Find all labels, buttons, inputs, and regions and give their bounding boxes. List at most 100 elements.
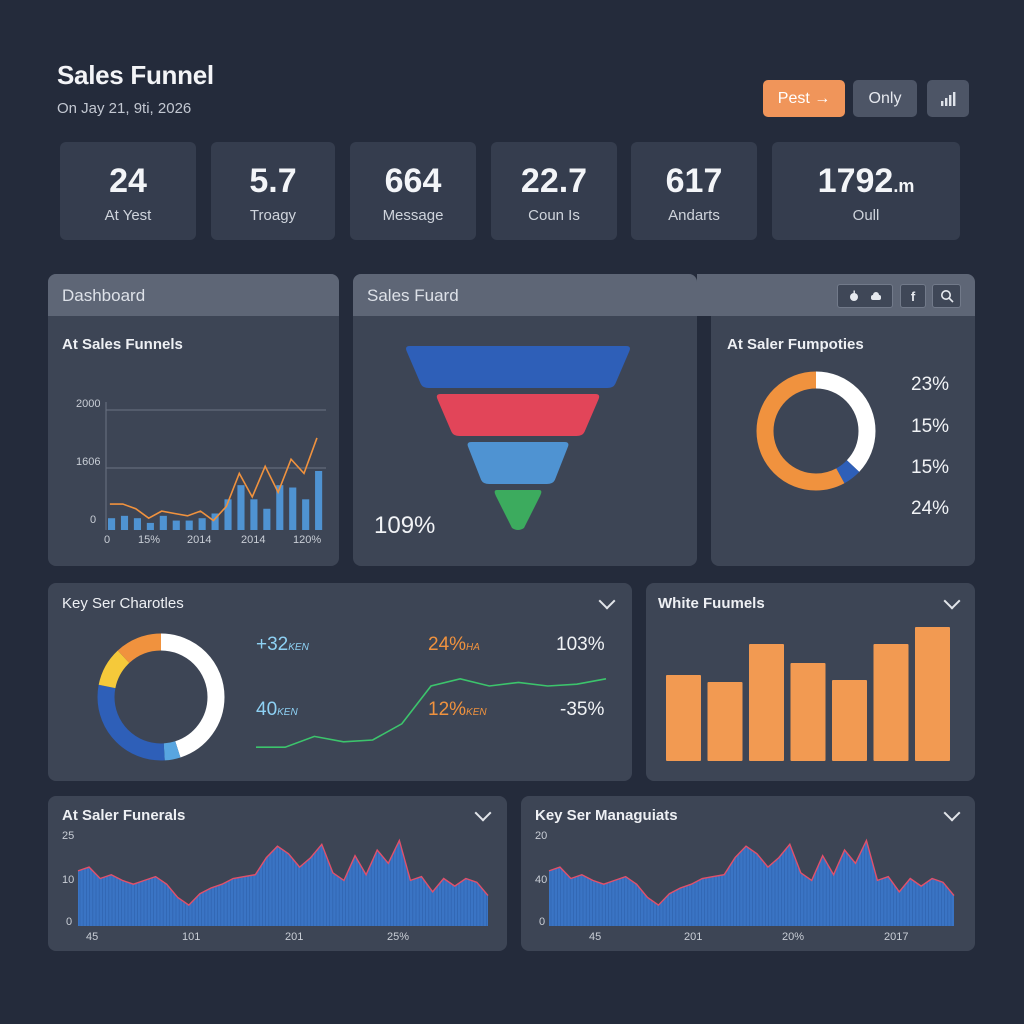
bar [915, 627, 950, 761]
metric-value: -35% [560, 699, 605, 720]
bar-chart-button[interactable] [927, 80, 969, 117]
bar [185, 520, 193, 530]
metric-unit: KEN [288, 642, 309, 653]
panel-title: Key Ser Managuiats [535, 807, 678, 824]
stat-label: Message [382, 207, 444, 224]
search-button[interactable] [932, 284, 961, 308]
facebook-button[interactable]: f [900, 284, 926, 308]
white-funnels-panel: White Fuumels [646, 583, 975, 781]
y-tick: 40 [535, 874, 548, 886]
characteristics-panel: Key Ser Charotles +32KEN 40KEN 24%HA 12%… [48, 583, 632, 781]
bar [172, 520, 180, 530]
dashboard-bar-line-chart [105, 402, 326, 530]
chevron-down-icon[interactable] [598, 592, 616, 610]
series-line [256, 677, 607, 748]
metric-value: 24%HA [428, 634, 480, 656]
donut-slice [97, 633, 225, 761]
bar [302, 499, 310, 530]
bar [707, 682, 743, 761]
metric-number: 40 [256, 699, 278, 720]
characteristics-donut-chart [97, 633, 225, 761]
pest-button[interactable]: Pest → [763, 80, 845, 117]
metric-unit: KEN [277, 707, 298, 718]
bar [276, 485, 284, 530]
panel-title: Key Ser Charotles [62, 595, 184, 612]
chevron-down-icon[interactable] [943, 592, 961, 610]
sales-funnel-panel: Sales Fuard 109% [353, 274, 697, 566]
percent-label: 15% [911, 457, 950, 478]
bar [133, 518, 141, 530]
only-button[interactable]: Only [853, 80, 917, 117]
x-tick: 120% [293, 534, 322, 546]
x-tick: 2014 [241, 534, 266, 546]
funnel-stage [467, 442, 569, 484]
panel-title: At Sales Funnels [62, 336, 183, 353]
toolbar-group[interactable] [837, 284, 893, 308]
chevron-down-icon[interactable] [943, 804, 961, 822]
stat-value-suffix: .m [893, 176, 915, 196]
bar [263, 508, 271, 530]
bar [198, 518, 206, 530]
metric-value: 103% [556, 634, 605, 655]
dashboard-panel: Dashboard At Sales Funnels 2000 1606 0 0… [48, 274, 339, 566]
bar [666, 675, 701, 761]
bar [237, 485, 245, 530]
stat-value: 5.7 [249, 162, 297, 200]
panel-title: At Saler Fumpoties [727, 336, 864, 353]
x-tick: 0 [104, 534, 111, 546]
stat-card: 664 Message [350, 142, 476, 240]
funnel-chart [406, 346, 630, 530]
bar [790, 663, 826, 761]
metric-value: 40KEN [256, 699, 298, 721]
donut-slice [97, 633, 225, 761]
funnel-percent-label: 109% [374, 512, 436, 539]
stat-value-number: 1792 [817, 162, 894, 200]
white-funnels-bar-chart [666, 627, 950, 761]
properties-donut-chart [756, 371, 876, 491]
stat-card: 617 Andarts [631, 142, 757, 240]
managuiats-panel: Key Ser Managuiats 20 40 0 45 201 20% 20… [521, 796, 975, 951]
panel-header-extension [697, 274, 975, 316]
x-tick: 15% [138, 534, 161, 546]
panel-title: White Fuumels [658, 595, 765, 612]
y-tick: 20 [535, 830, 548, 842]
stat-label: Oull [852, 207, 880, 224]
bar [159, 515, 167, 530]
page-title: Sales Funnel [57, 60, 214, 90]
area-line [77, 838, 489, 907]
bar [832, 680, 867, 761]
metric-value: 12%KEN [428, 699, 487, 721]
percent-label: 23% [911, 374, 950, 395]
bar [289, 487, 297, 530]
saler-funerals-area-chart [77, 838, 489, 926]
panel-title: At Saler Funerals [62, 807, 186, 824]
metric-value: +32KEN [256, 634, 309, 656]
y-tick: 1606 [76, 456, 101, 468]
metric-unit: KEN [466, 707, 487, 718]
stat-label: Andarts [668, 207, 720, 224]
percent-label: 24% [911, 498, 950, 519]
chevron-down-icon[interactable] [474, 804, 492, 822]
funnel-stage [406, 346, 630, 388]
x-tick: 101 [182, 931, 201, 943]
y-tick: 25 [62, 830, 75, 842]
y-tick: 0 [90, 514, 97, 526]
percent-label: 15% [911, 416, 950, 437]
x-tick: 2014 [187, 534, 212, 546]
bar [250, 499, 258, 530]
metric-number: 24% [428, 634, 467, 655]
x-tick: 201 [684, 931, 703, 943]
y-tick: 0 [66, 916, 73, 928]
x-tick: 25% [387, 931, 410, 943]
area-line [548, 838, 955, 907]
x-tick: 2017 [884, 931, 909, 943]
panel-header-title: Dashboard [62, 286, 146, 305]
stat-card: 5.7 Troagy [211, 142, 335, 240]
stat-card: 22.7 Coun Is [491, 142, 617, 240]
stat-label: Coun Is [528, 207, 580, 224]
bar [749, 644, 784, 761]
cloud-icon [871, 292, 881, 300]
stat-label: At Yest [104, 207, 152, 224]
stat-label: Troagy [249, 207, 297, 224]
panel-header: Sales Fuard [353, 274, 697, 316]
